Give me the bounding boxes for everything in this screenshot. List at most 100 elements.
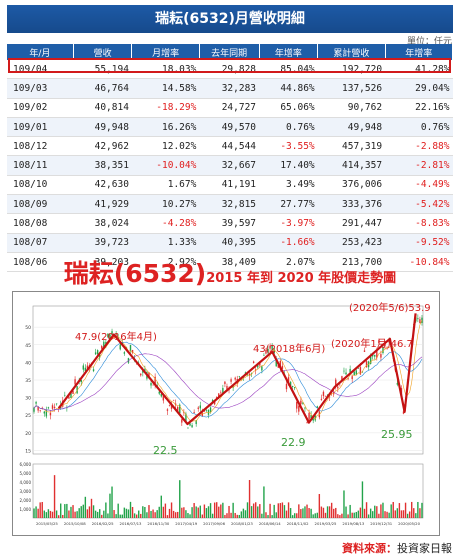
volume-bar xyxy=(298,504,300,518)
volume-bar xyxy=(131,506,134,518)
candle-body xyxy=(302,402,304,404)
volume-bar xyxy=(376,506,378,518)
candle-body xyxy=(183,412,185,414)
volume-bar xyxy=(117,503,119,518)
volume-bar xyxy=(195,506,197,518)
table-cell: 29.04% xyxy=(385,78,453,99)
volume-bar xyxy=(51,511,54,518)
table-cell: 376,006 xyxy=(317,175,386,196)
candle-body xyxy=(174,403,177,406)
table-cell: 22.16% xyxy=(385,98,453,118)
volume-bar xyxy=(419,508,421,518)
unit-label: 單位：仟元 xyxy=(406,37,452,47)
candle-body xyxy=(363,350,366,352)
table-cell: -3.55% xyxy=(259,136,318,157)
volume-bar xyxy=(394,510,396,518)
volume-bar xyxy=(343,490,345,518)
volume-bar xyxy=(164,503,167,518)
vol-tick-label: 4,000 xyxy=(20,480,32,485)
volume-bar xyxy=(140,513,142,518)
table-cell: 0.76% xyxy=(259,117,318,138)
table-cell: 1.33% xyxy=(131,233,200,253)
annotation-label: 22.9 xyxy=(281,436,306,449)
volume-bar xyxy=(337,514,339,518)
volume-bar xyxy=(367,514,370,518)
volume-bar xyxy=(273,504,275,518)
volume-bar xyxy=(228,505,230,518)
table-cell: 213,700 xyxy=(317,252,386,273)
candle-body xyxy=(419,319,421,324)
table-row: 109/03 46,764 14.58% 32,283 44.86% 137,526 29.… xyxy=(7,78,453,99)
volume-bar xyxy=(246,502,249,518)
volume-bar xyxy=(402,510,405,518)
table-cell: -5.42% xyxy=(385,194,453,215)
volume-bar xyxy=(189,514,191,518)
candle-body xyxy=(287,377,290,383)
volume-bar xyxy=(49,510,52,518)
candle-body xyxy=(84,367,87,371)
table-header-row: 年/月 營收 月增率 去年同期 年增率 累計營收 年增率 xyxy=(7,44,454,60)
volume-bar xyxy=(248,480,251,518)
volume-bar xyxy=(201,514,204,518)
volume-bar xyxy=(207,506,210,518)
volume-bar xyxy=(66,503,68,518)
table-cell: 109/04 xyxy=(7,60,74,80)
table-cell: 414,357 xyxy=(317,155,386,176)
volume-bar xyxy=(263,486,265,518)
candle-body xyxy=(154,376,156,385)
candle-body xyxy=(263,354,265,356)
annotation-label: 25.95 xyxy=(381,428,413,441)
table-cell: 18.03% xyxy=(131,60,200,80)
volume-bar xyxy=(170,502,173,518)
candle-body xyxy=(70,392,72,398)
table-cell: 49,948 xyxy=(317,117,386,138)
vol-tick-label: 1,000 xyxy=(20,507,32,512)
volume-bar xyxy=(33,508,35,518)
candle-body xyxy=(234,377,236,380)
volume-bar xyxy=(277,503,279,518)
table-cell: 17.40% xyxy=(259,155,318,176)
candle-body xyxy=(269,345,271,349)
volume-bar xyxy=(261,513,263,518)
volume-bar xyxy=(105,502,107,518)
volume-bar xyxy=(259,504,261,518)
volume-bar xyxy=(101,514,103,518)
candle-body xyxy=(148,372,150,378)
candle-body xyxy=(99,354,101,358)
volume-bar xyxy=(415,513,417,518)
volume-bar xyxy=(396,508,399,518)
volume-bar xyxy=(285,510,288,518)
annotation-label: 22.5 xyxy=(153,444,178,457)
volume-bar xyxy=(113,510,115,518)
volume-bar xyxy=(269,503,271,518)
volume-bar xyxy=(392,501,394,518)
candle-body xyxy=(291,386,294,387)
volume-bar xyxy=(296,513,298,518)
stock-chart-svg: 50 45 40 35 30 25 20 15 6,000 5,000 4,000 3,000 2,00… xyxy=(20,301,431,526)
volume-bar xyxy=(304,506,306,518)
table-cell: 192,720 xyxy=(317,60,386,80)
volume-bar xyxy=(199,505,201,518)
ma-line-long xyxy=(33,353,423,411)
candle-body xyxy=(275,359,277,367)
volume-bar xyxy=(127,509,130,518)
volume-bar xyxy=(400,510,403,518)
candle-body xyxy=(300,400,302,405)
table-cell: 109/01 xyxy=(7,117,74,138)
volume-bar xyxy=(179,480,181,518)
candle-body xyxy=(101,345,103,349)
volume-bar xyxy=(222,502,224,518)
volume-bar xyxy=(68,510,70,518)
table-row: 109/04 55,194 18.03% 29,828 85.04% 192,720 41.… xyxy=(7,60,453,80)
table-cell: -1.66% xyxy=(259,233,318,253)
candle-body xyxy=(213,401,216,405)
volume-bar xyxy=(115,514,117,518)
volume-bar xyxy=(197,507,199,518)
candle-body xyxy=(349,368,351,373)
volume-bar xyxy=(72,505,74,518)
candle-body xyxy=(359,367,362,375)
volume-bar xyxy=(390,504,392,518)
candle-body xyxy=(402,411,405,414)
x-tick-label: 2016/07/13 xyxy=(120,521,142,526)
volume-bar xyxy=(310,508,312,518)
